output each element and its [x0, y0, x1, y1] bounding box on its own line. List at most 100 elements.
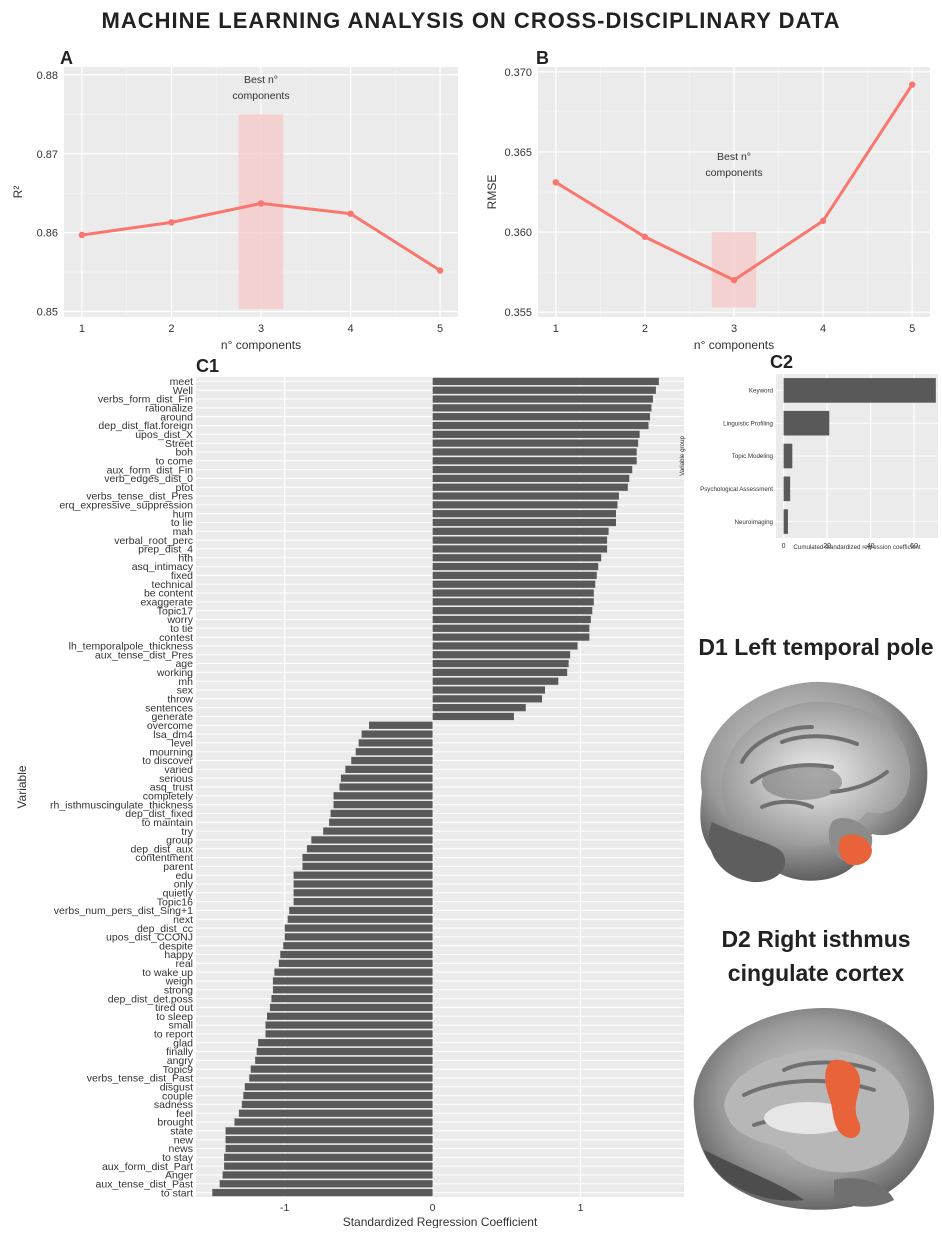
chart-c1-category-label: to maintain [142, 817, 194, 829]
chart-c1-bar [293, 880, 433, 888]
chart-c1-bar [432, 413, 650, 421]
chart-c1-bar [222, 1171, 433, 1179]
chart-c2-bar [783, 509, 788, 534]
chart-c1-x-tick-label: 1 [578, 1202, 584, 1214]
chart-c1-category-label: aux_form_dist_Part [102, 1161, 193, 1173]
chart-c1-bar [224, 1162, 433, 1170]
chart-c1-category-label: upos_dist_X [135, 429, 193, 441]
chart-c1-category-label: verb_edges_dist_0 [104, 473, 193, 485]
chart-c1-bar [432, 589, 594, 597]
chart-c1-bar [358, 739, 433, 747]
chart-c1-category-label: edu [175, 870, 193, 882]
chart-a-y-tick-label: 0.86 [37, 228, 58, 240]
chart-c1-bar [287, 915, 433, 923]
chart-c1-category-label: strong [164, 984, 193, 996]
chart-c1-bar [432, 624, 590, 632]
chart-b-annotation-text: components [705, 167, 762, 179]
chart-b-y-tick-label: 0.360 [504, 227, 532, 239]
d1-title: D1 Left temporal pole [698, 634, 934, 660]
chart-c1-category-label: to report [154, 1029, 193, 1041]
chart-c1-bar [266, 1012, 433, 1020]
chart-b-y-tick-label: 0.355 [504, 307, 532, 319]
chart-c1-bar [272, 977, 433, 985]
figure-title: MACHINE LEARNING ANALYSIS ON CROSS-DISCI… [101, 8, 841, 33]
chart-c1-category-label: tired out [155, 1002, 193, 1014]
chart-c1-category-label: sentences [145, 702, 193, 714]
chart-b-y-tick-label: 0.365 [504, 147, 532, 159]
chart-c1-bar [432, 580, 596, 588]
chart-c1-category-label: to lie [171, 517, 193, 529]
chart-c1-category-label: Topic9 [163, 1064, 194, 1076]
chart-c1-bar [302, 862, 433, 870]
chart-c2-x-axis-label: Cumulated standardized regression coeffi… [793, 544, 920, 550]
chart-c1-bar [302, 853, 433, 862]
panel-label-b: B [536, 48, 549, 68]
chart-c1-category-label: try [181, 826, 193, 838]
chart-c1-category-label: level [171, 738, 193, 750]
chart-c1-category-label: technical [152, 579, 193, 591]
chart-c1-category-label: varied [164, 764, 193, 776]
chart-c1-bar [432, 668, 568, 676]
chart-c1-category-label: contest [159, 632, 193, 644]
chart-c2-bar [783, 410, 830, 436]
chart-c1-bar [432, 571, 597, 580]
chart-c1-category-label: group [166, 835, 193, 847]
chart-c1-category-label: couple [162, 1090, 193, 1102]
chart-a-data-point [436, 267, 444, 274]
d2-title-line1: D2 Right isthmus [721, 926, 911, 952]
chart-c1-bar [280, 950, 433, 959]
chart-c1-bar [432, 598, 594, 606]
chart-c1-bar [225, 1144, 433, 1153]
chart-c1-bar [330, 809, 433, 818]
chart-c2-x-tick-label: 0 [782, 543, 786, 550]
chart-c2-x-tick-label: 40 [867, 543, 875, 550]
chart-a-svg: 0.85 0.86 0.87 0.88 1 2 3 4 5 Best n° components n°… [11, 67, 458, 352]
chart-c1-category-label: finally [166, 1046, 194, 1058]
chart-c1-category-label: small [168, 1020, 193, 1032]
chart-c1-category-label: news [168, 1143, 193, 1155]
chart-c1-category-label: prep_dist_4 [138, 544, 193, 556]
chart-c1-category-label: angry [167, 1055, 194, 1067]
chart-c1-category-label: asq_trust [150, 782, 193, 794]
chart-c1-category-label: sadness [154, 1099, 193, 1111]
chart-c2-svg: 0 20 40 60 Keyword Linguistic Profiling Topic … [679, 374, 938, 551]
chart-c1-category-label: to stay [162, 1152, 194, 1164]
chart-c1-category-label: dep_dist_flat.foreign [98, 420, 193, 432]
chart-c1-bar [243, 1091, 433, 1100]
chart-c1-category-label: feel [176, 1108, 193, 1120]
chart-c1-category-label: verbs_tense_dist_Pres [86, 491, 193, 503]
chart-c1-bar [351, 756, 433, 765]
chart-c1-bar [432, 536, 608, 544]
chart-c1-bar [241, 1100, 433, 1109]
chart-c1-bar [340, 774, 433, 782]
chart-c1-category-label: ptot [175, 482, 193, 494]
chart-c1-bar [369, 721, 433, 729]
chart-c1-bar [323, 827, 433, 835]
chart-c1-bar [272, 986, 433, 994]
chart-c1-category-label: overcome [147, 720, 193, 732]
chart-c1-bar [249, 1074, 433, 1082]
chart-b-y-tick-label: 0.370 [504, 67, 532, 79]
chart-c1-bar [238, 1109, 433, 1117]
chart-c1-category-label: exaggerate [140, 597, 193, 609]
chart-c2-bar [783, 443, 793, 469]
chart-c1-category-label: hth [178, 552, 193, 564]
chart-b-data-point [730, 276, 738, 284]
chart-c1-category-label: Topic17 [157, 605, 193, 617]
chart-c1-bar [432, 395, 653, 403]
chart-c1-bar [212, 1188, 433, 1197]
chart-c1-category-label: worry [166, 614, 193, 626]
chart-c1-category-label: real [175, 958, 193, 970]
chart-c2-category-label: Neuroimaging [734, 519, 773, 526]
chart-c1-category-label: dep_dist_fixed [125, 808, 193, 820]
chart-a-x-tick-label: 2 [168, 323, 174, 335]
chart-c1-category-label: mourning [149, 746, 193, 758]
chart-c1-category-label: lsa_dm4 [153, 729, 193, 741]
chart-c1-category-label: throw [167, 694, 193, 706]
chart-c2-y-axis-label: Variable group [679, 436, 686, 476]
chart-b-y-axis-label: RMSE [485, 175, 499, 210]
chart-a-x-tick-label: 3 [258, 323, 264, 335]
chart-c1-category-label: aux_tense_dist_Pres [95, 649, 193, 661]
chart-b-x-tick-label: 5 [909, 323, 915, 335]
chart-c1-bar [256, 1047, 433, 1056]
